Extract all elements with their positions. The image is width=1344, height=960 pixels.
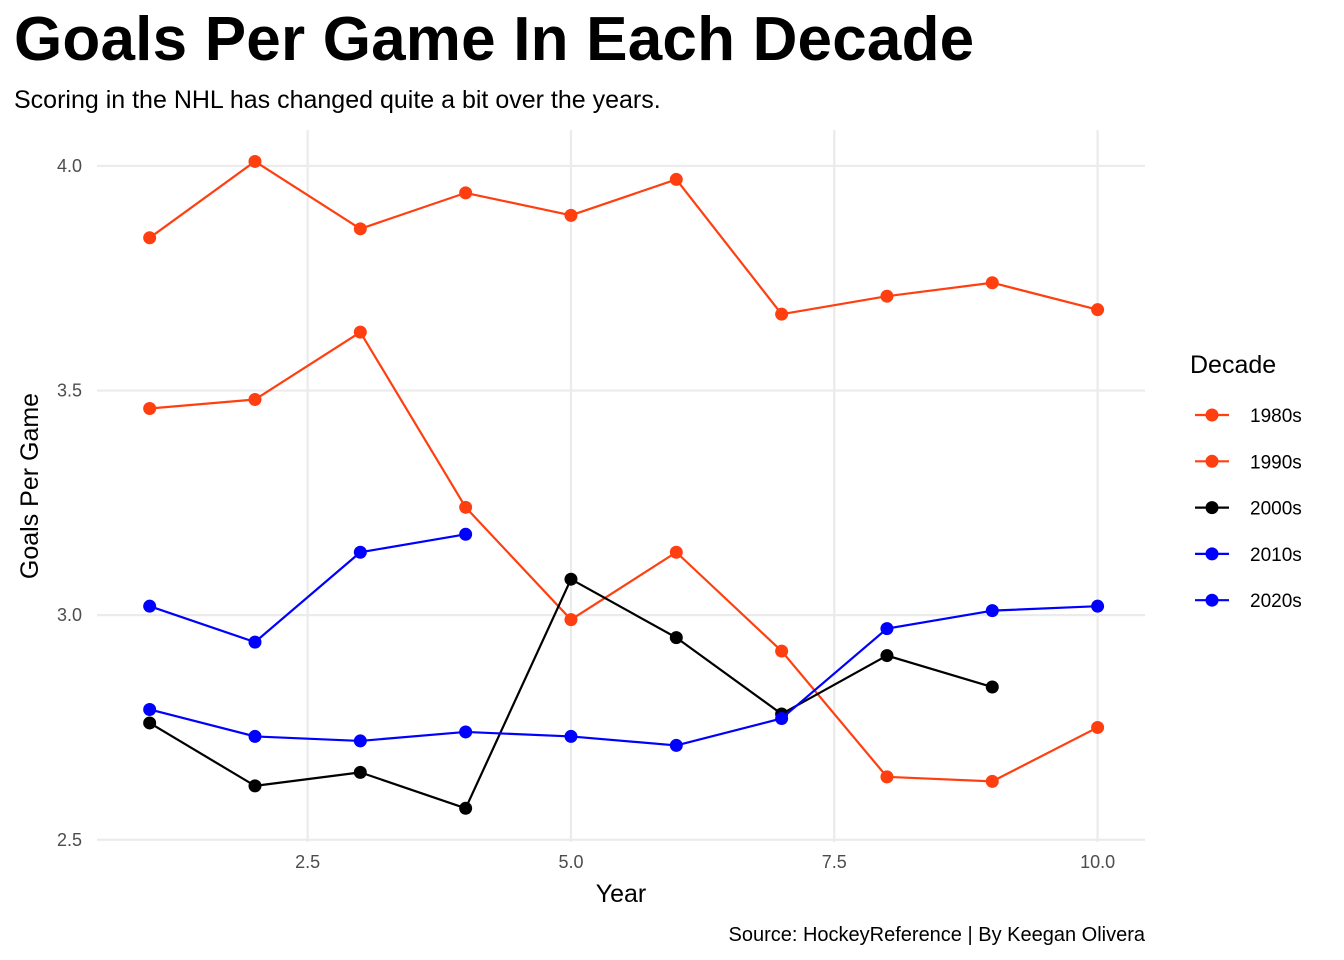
- data-point-1980s: [459, 186, 473, 200]
- legend-item-1980s: 1980s: [1195, 406, 1302, 427]
- data-point-1980s: [669, 172, 683, 186]
- series-line-1990s: [149, 331, 1099, 783]
- y-tick-label: 3.0: [57, 605, 82, 625]
- x-tick-label: 10.0: [1080, 852, 1115, 872]
- data-point-1980s: [564, 208, 578, 222]
- data-point-1980s: [353, 222, 367, 236]
- data-point-2000s: [248, 779, 262, 793]
- data-point-2000s: [564, 572, 578, 586]
- data-point-1980s: [985, 276, 999, 290]
- data-point-2010s: [775, 711, 789, 725]
- x-tick-label: 5.0: [558, 852, 583, 872]
- data-point-2020s: [459, 527, 473, 541]
- data-point-1990s: [353, 325, 367, 339]
- legend-item-2010s: 2010s: [1195, 545, 1302, 566]
- data-point-2020s: [143, 599, 157, 613]
- legend: Decade 1980s 1990s 2000s 2010s 2020s: [1190, 351, 1302, 612]
- data-point-2010s: [459, 725, 473, 739]
- legend-label: 2010s: [1250, 545, 1302, 566]
- data-point-1990s: [143, 402, 157, 416]
- data-point-1980s: [248, 154, 262, 168]
- y-tick-label: 3.5: [57, 381, 82, 401]
- data-point-2010s: [143, 702, 157, 716]
- data-point-1980s: [143, 231, 157, 245]
- chart-title: Goals Per Game In Each Decade: [14, 5, 975, 74]
- data-point-2010s: [248, 729, 262, 743]
- series-line-1980s: [149, 160, 1098, 316]
- y-axis-title: Goals Per Game: [16, 393, 44, 579]
- data-point-1990s: [669, 545, 683, 559]
- data-point-1990s: [880, 770, 894, 784]
- legend-item-2020s: 2020s: [1195, 591, 1302, 612]
- data-point-2000s: [985, 680, 999, 694]
- data-point-1990s: [775, 644, 789, 658]
- legend-key-point: [1205, 408, 1219, 422]
- legend-label: 1980s: [1250, 406, 1302, 427]
- series-line-2010s: [149, 605, 1098, 747]
- axis-ticks: 2.5 5.0 7.5 10.0 2.5 3.0 3.5 4.0: [57, 156, 1115, 872]
- chart-subtitle: Scoring in the NHL has changed quite a b…: [14, 86, 661, 114]
- legend-key-point: [1205, 454, 1219, 468]
- legend-label: 2000s: [1250, 499, 1302, 520]
- data-point-2000s: [459, 801, 473, 815]
- legend-key-point: [1205, 593, 1219, 607]
- series-1990s: [143, 325, 1105, 788]
- data-point-1990s: [564, 613, 578, 627]
- data-point-2010s: [353, 734, 367, 748]
- legend-key-point: [1205, 501, 1219, 515]
- data-point-1990s: [459, 500, 473, 514]
- chart-caption: Source: HockeyReference | By Keegan Oliv…: [728, 924, 1145, 946]
- legend-item-1990s: 1990s: [1195, 452, 1302, 473]
- legend-key-point: [1205, 547, 1219, 561]
- data-point-2000s: [880, 649, 894, 663]
- series-line-2020s: [149, 533, 466, 644]
- series-2020s: [143, 527, 473, 649]
- data-point-2020s: [248, 635, 262, 649]
- data-point-2010s: [985, 604, 999, 618]
- data-point-2000s: [353, 765, 367, 779]
- data-point-2020s: [353, 545, 367, 559]
- series-lines: [143, 154, 1105, 815]
- x-axis-title: Year: [596, 880, 647, 908]
- data-point-2000s: [143, 716, 157, 730]
- legend-title: Decade: [1190, 351, 1276, 379]
- data-point-1990s: [1091, 720, 1105, 734]
- series-1980s: [143, 154, 1105, 321]
- data-point-2010s: [564, 729, 578, 743]
- data-point-1980s: [1091, 303, 1105, 317]
- x-tick-label: 2.5: [295, 852, 320, 872]
- series-2010s: [143, 599, 1105, 752]
- x-tick-label: 7.5: [822, 852, 847, 872]
- data-point-1980s: [880, 289, 894, 303]
- data-point-1990s: [985, 774, 999, 788]
- data-point-1990s: [248, 393, 262, 407]
- y-tick-label: 2.5: [57, 830, 82, 850]
- legend-label: 2020s: [1250, 591, 1302, 612]
- y-tick-label: 4.0: [57, 156, 82, 176]
- data-point-2010s: [1091, 599, 1105, 613]
- data-point-2010s: [669, 738, 683, 752]
- data-point-1980s: [775, 307, 789, 321]
- data-point-2010s: [880, 622, 894, 636]
- legend-item-2000s: 2000s: [1195, 499, 1302, 520]
- legend-label: 1990s: [1250, 452, 1302, 473]
- data-point-2000s: [669, 631, 683, 645]
